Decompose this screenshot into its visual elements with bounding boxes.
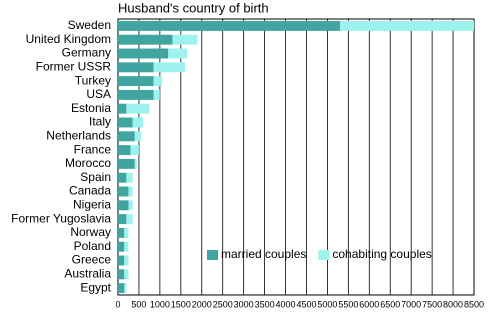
bar-segment <box>124 269 129 280</box>
y-tick-label: Sweden <box>68 18 111 32</box>
y-tick-label: Australia <box>64 266 111 280</box>
x-tick-label: 3000 <box>234 299 254 309</box>
y-tick-label: Norway <box>70 225 111 239</box>
bar-segment <box>132 117 144 128</box>
bar-segment <box>118 20 340 31</box>
y-tick-label: Turkey <box>75 73 111 87</box>
chart-title: Husband's country of birth <box>118 0 269 15</box>
bar-segment <box>134 131 142 142</box>
bar-segment <box>118 103 127 114</box>
y-tick-label: Germany <box>62 46 111 60</box>
y-tick-label: Netherlands <box>46 128 111 142</box>
x-tick-label: 4500 <box>296 299 316 309</box>
bar-segment <box>153 76 162 87</box>
bar-segment <box>118 158 135 169</box>
bar-segment <box>118 283 125 294</box>
y-tick-label: Italy <box>89 115 111 129</box>
y-tick-label: Former USSR <box>36 59 112 73</box>
bar-segment <box>126 172 133 183</box>
y-tick-label: Nigeria <box>73 197 111 211</box>
y-tick-label: Greece <box>72 253 112 267</box>
bar-segment <box>128 186 133 197</box>
x-tick-label: 1000 <box>150 299 170 309</box>
bar-segment <box>118 172 127 183</box>
legend-label: married couples <box>221 247 306 261</box>
bar-segment <box>124 283 127 294</box>
bar-segment <box>168 48 188 59</box>
bar-segment <box>118 214 127 225</box>
bar-segment <box>124 227 129 238</box>
bar-segment <box>128 200 133 211</box>
bar-segment <box>124 255 129 266</box>
x-tick-label: 4000 <box>276 299 296 309</box>
bar-segment <box>118 48 169 59</box>
x-tick-label: 0 <box>115 299 120 309</box>
x-tick-label: 7000 <box>401 299 421 309</box>
bar-segment <box>118 117 133 128</box>
bar-segment <box>126 214 133 225</box>
x-tick-label: 1500 <box>171 299 191 309</box>
legend-swatch <box>207 250 218 260</box>
x-tick-label: 8500 <box>464 299 484 309</box>
y-tick-label: Canada <box>69 184 111 198</box>
bar-segment <box>118 89 154 100</box>
bar-segment <box>153 89 160 100</box>
x-tick-label: 3500 <box>255 299 275 309</box>
legend-swatch <box>318 250 330 260</box>
bar-segment <box>153 62 186 73</box>
bar-segment <box>124 241 129 252</box>
y-tick-label: Estonia <box>71 101 111 115</box>
y-tick-label: United Kingdom <box>26 32 111 46</box>
y-tick-label: France <box>74 142 112 156</box>
legend-label: cohabiting couples <box>332 247 431 261</box>
y-tick-label: Poland <box>74 239 111 253</box>
bar-segment <box>118 145 131 156</box>
bar-segment <box>339 20 474 31</box>
x-tick-label: 5500 <box>338 299 358 309</box>
bar-segment <box>130 145 139 156</box>
bar-segment <box>118 76 154 87</box>
x-tick-label: 2000 <box>192 299 212 309</box>
x-tick-label: 2500 <box>213 299 233 309</box>
bar-segment <box>118 131 135 142</box>
bar-segment <box>126 103 150 114</box>
bar-segment <box>118 255 125 266</box>
bar-segment <box>118 227 125 238</box>
bar-segment <box>118 269 125 280</box>
y-tick-label: USA <box>86 87 111 101</box>
bar-segment <box>172 34 198 45</box>
x-tick-label: 7500 <box>422 299 442 309</box>
x-tick-label: 6000 <box>359 299 379 309</box>
y-tick-label: Morocco <box>65 156 111 170</box>
bar-segment <box>118 62 154 73</box>
x-tick-label: 8000 <box>443 299 463 309</box>
x-tick-label: 5000 <box>317 299 337 309</box>
bar-segment <box>134 158 137 169</box>
y-tick-label: Egypt <box>80 280 111 294</box>
bar-segment <box>118 186 129 197</box>
x-tick-label: 500 <box>131 299 146 309</box>
bar-segment <box>118 34 173 45</box>
x-tick-label: 6500 <box>380 299 400 309</box>
bar-segment <box>118 200 129 211</box>
bar-segment <box>118 241 125 252</box>
y-tick-label: Former Yugoslavia <box>11 211 111 225</box>
y-tick-label: Spain <box>80 170 111 184</box>
